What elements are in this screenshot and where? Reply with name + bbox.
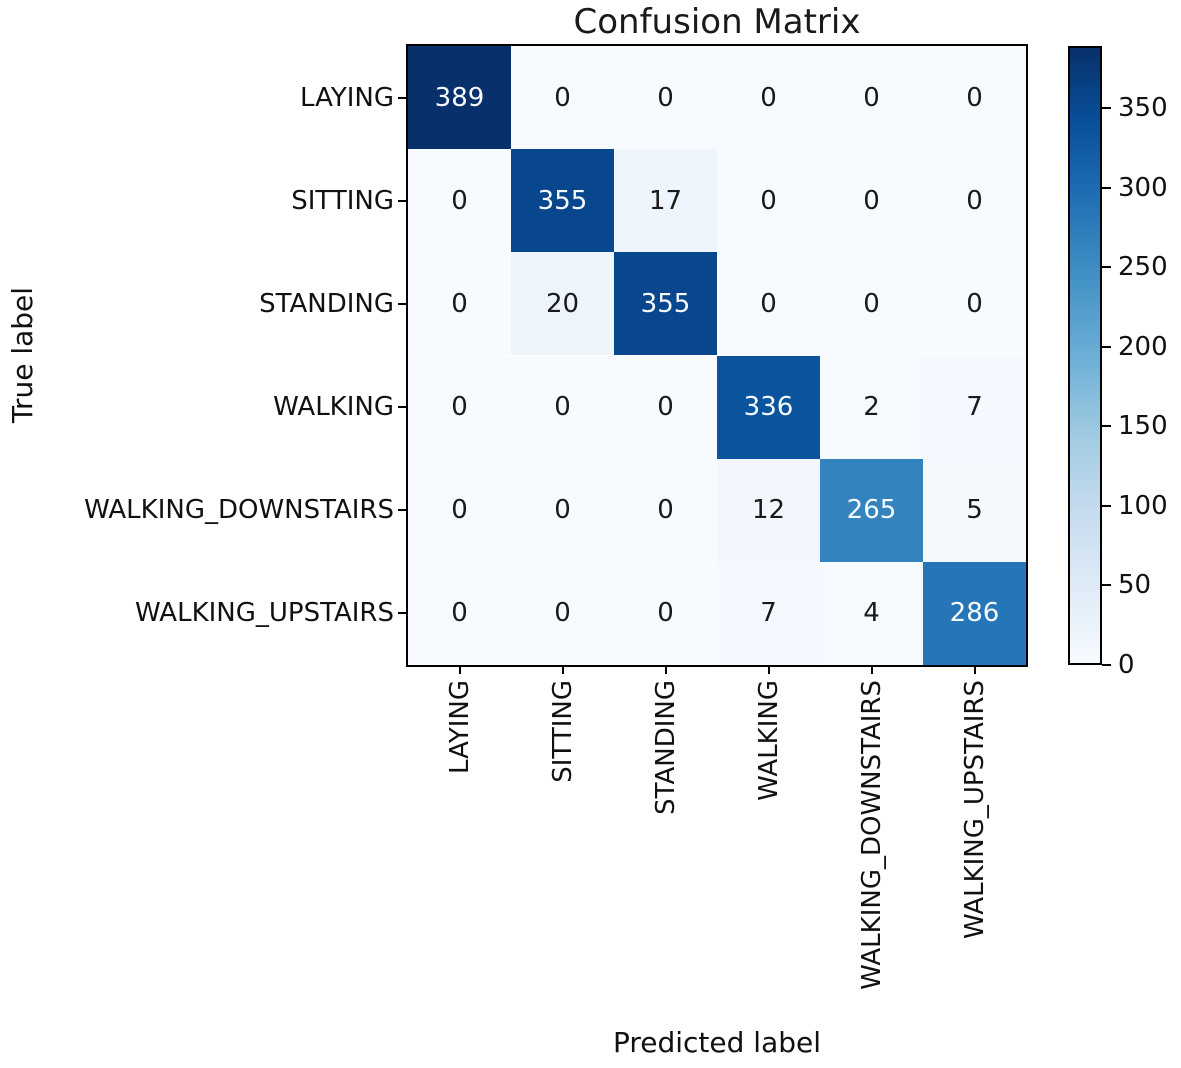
matrix-cell: 355: [614, 252, 717, 356]
colorbar-tick-mark: [1102, 266, 1111, 269]
x-axis-label: Predicted label: [612, 1026, 822, 1059]
matrix-cell: 17: [614, 149, 717, 253]
y-tick-mark: [398, 96, 406, 99]
matrix-cell: 0: [717, 46, 820, 150]
colorbar-tick-label: 250: [1118, 252, 1168, 283]
matrix-cell: 0: [614, 458, 717, 562]
matrix-cell: 0: [820, 46, 923, 150]
colorbar-tick-label: 200: [1118, 331, 1168, 362]
colorbar-tick-label: 350: [1118, 93, 1168, 124]
y-tick-mark: [398, 302, 406, 305]
x-tick-label: WALKING_UPSTAIRS: [959, 680, 990, 939]
colorbar: [1068, 46, 1102, 665]
matrix-cell: 0: [511, 355, 614, 459]
matrix-cell: 0: [923, 252, 1026, 356]
matrix-cell: 0: [511, 46, 614, 150]
matrix-cell: 0: [614, 355, 717, 459]
matrix-cell: 336: [717, 355, 820, 459]
matrix-cell: 0: [408, 149, 511, 253]
colorbar-tick-mark: [1102, 345, 1111, 348]
matrix-cell: 0: [511, 561, 614, 665]
matrix-cell: 355: [511, 149, 614, 253]
y-tick-label: LAYING: [300, 82, 394, 113]
x-tick-label: WALKING: [753, 680, 784, 801]
colorbar-tick-label: 50: [1118, 570, 1152, 601]
matrix-border: [406, 44, 1028, 667]
x-tick-label: SITTING: [547, 680, 578, 783]
matrix-cell: 0: [511, 458, 614, 562]
colorbar-tick-mark: [1102, 664, 1111, 666]
y-tick-label: SITTING: [291, 185, 394, 216]
matrix-cell: 0: [408, 458, 511, 562]
matrix-cell: 0: [614, 561, 717, 665]
colorbar-tick-mark: [1102, 504, 1111, 507]
colorbar-tick-mark: [1102, 107, 1111, 110]
colorbar-tick-label: 0: [1118, 650, 1135, 680]
y-tick-mark: [398, 612, 406, 615]
matrix-cell: 0: [408, 561, 511, 665]
y-tick-mark: [398, 199, 406, 202]
matrix-cell: 2: [820, 355, 923, 459]
matrix-cell: 12: [717, 458, 820, 562]
matrix-cell: 0: [923, 149, 1026, 253]
colorbar-tick-mark: [1102, 186, 1111, 189]
matrix-cell: 7: [923, 355, 1026, 459]
y-tick-mark: [398, 406, 406, 409]
matrix-cell: 0: [820, 252, 923, 356]
matrix-cell: 0: [717, 252, 820, 356]
matrix-cell: 0: [717, 149, 820, 253]
x-tick-mark: [767, 666, 770, 674]
x-tick-mark: [870, 666, 873, 674]
colorbar-tick-label: 100: [1118, 490, 1168, 521]
y-tick-label: WALKING_DOWNSTAIRS: [84, 495, 394, 526]
y-tick-label: WALKING_UPSTAIRS: [135, 598, 394, 629]
colorbar-tick-mark: [1102, 584, 1111, 587]
matrix-cell: 286: [923, 561, 1026, 665]
y-tick-label: WALKING: [273, 392, 394, 423]
matrix-cell: 5: [923, 458, 1026, 562]
matrix-cell: 4: [820, 561, 923, 665]
matrix-cell: 0: [408, 252, 511, 356]
colorbar-tick-mark: [1102, 425, 1111, 428]
x-tick-mark: [561, 666, 564, 674]
y-tick-mark: [398, 509, 406, 512]
colorbar-tick-label: 150: [1118, 411, 1168, 442]
y-tick-label: STANDING: [259, 288, 394, 319]
matrix-cell: 389: [408, 46, 511, 150]
colorbar-tick-label: 300: [1118, 172, 1168, 203]
x-tick-mark: [458, 666, 461, 674]
matrix-cell: 0: [820, 149, 923, 253]
matrix-cell: 0: [923, 46, 1026, 150]
chart-title: Confusion Matrix: [573, 2, 861, 42]
y-axis-label: True label: [6, 286, 39, 424]
x-tick-label: STANDING: [650, 680, 681, 815]
matrix-cell: 7: [717, 561, 820, 665]
x-tick-label: WALKING_DOWNSTAIRS: [856, 680, 887, 990]
matrix-cell: 20: [511, 252, 614, 356]
matrix-cell: 0: [614, 46, 717, 150]
matrix-cell: 265: [820, 458, 923, 562]
matrix-cell: 0: [408, 355, 511, 459]
x-tick-label: LAYING: [444, 680, 475, 774]
x-tick-mark: [973, 666, 976, 674]
x-tick-mark: [664, 666, 667, 674]
